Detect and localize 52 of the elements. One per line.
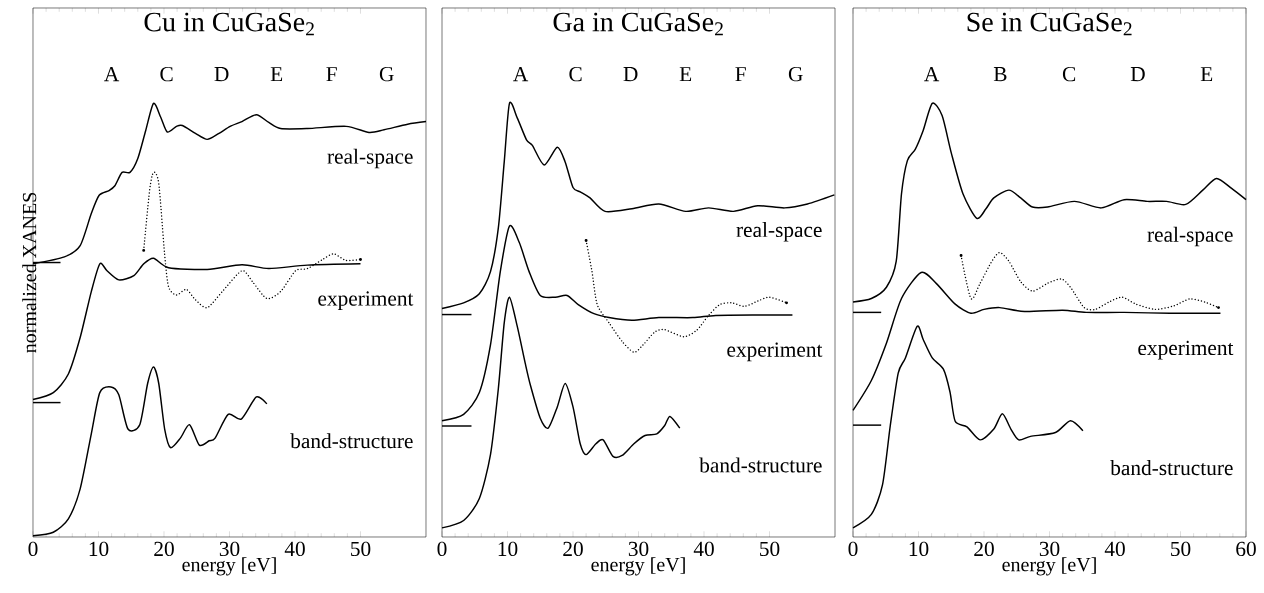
text: A [513, 67, 529, 82]
text: D [1130, 67, 1145, 82]
text: D [623, 67, 638, 82]
text: E [679, 67, 692, 82]
x-tick-label: 0 [28, 541, 38, 557]
text: B [993, 67, 1007, 82]
series-label: experiment [318, 291, 414, 311]
x-tick-label: 30 [219, 541, 240, 557]
text: E [270, 67, 283, 82]
series-label: real-space [327, 148, 413, 169]
x-axis-title: energy [eV] [591, 557, 685, 576]
x-tick-label: 50 [760, 541, 780, 557]
chart-title: Ga in CuGaSe$_{2}$ [553, 12, 723, 36]
x-tick-label: 0 [437, 541, 447, 557]
chart-title: Se in CuGaSe$_{2}$ [967, 12, 1132, 36]
x-tick-label: 0 [848, 541, 858, 557]
chart-title: Cu in CuGaSe$_{2}$ [144, 12, 314, 36]
series-label: experiment [1138, 340, 1234, 360]
series-label: band-structure [699, 457, 822, 473]
x-tick-label: 60 [1236, 541, 1256, 557]
text: D [214, 67, 229, 82]
text: A [104, 67, 120, 82]
x-tick-label: 40 [1104, 541, 1125, 557]
series-label: real-space [1147, 226, 1233, 247]
x-tick-label: 10 [89, 541, 109, 557]
x-tick-label: 10 [498, 541, 518, 557]
series-label: band-structure [1110, 460, 1233, 476]
text: A [924, 67, 940, 82]
x-axis-title: energy [eV] [182, 557, 276, 576]
x-tick-label: 50 [1171, 541, 1191, 557]
text: C [569, 66, 582, 82]
series-label: real-space [736, 222, 822, 242]
x-tick-label: 50 [351, 541, 371, 557]
x-tick-label: 40 [693, 541, 714, 557]
x-tick-label: 20 [154, 541, 174, 557]
x-axis-title: energy [eV] [1002, 557, 1096, 576]
text: C [160, 66, 173, 82]
x-tick-label: 20 [974, 541, 994, 557]
text: G [379, 66, 394, 82]
x-tick-label: 20 [563, 541, 583, 557]
x-tick-label: 30 [628, 541, 649, 557]
text: F [326, 67, 337, 82]
text: C [1062, 66, 1076, 82]
text: G [788, 66, 803, 82]
series-label: experiment [727, 342, 823, 362]
x-tick-label: 40 [284, 541, 305, 557]
y-axis-title: normalized XANES [22, 192, 37, 353]
series-label: band-structure [290, 433, 413, 449]
text: F [735, 67, 746, 82]
text: E [1200, 67, 1213, 82]
x-tick-label: 30 [1039, 541, 1060, 557]
x-tick-label: 10 [909, 541, 929, 557]
